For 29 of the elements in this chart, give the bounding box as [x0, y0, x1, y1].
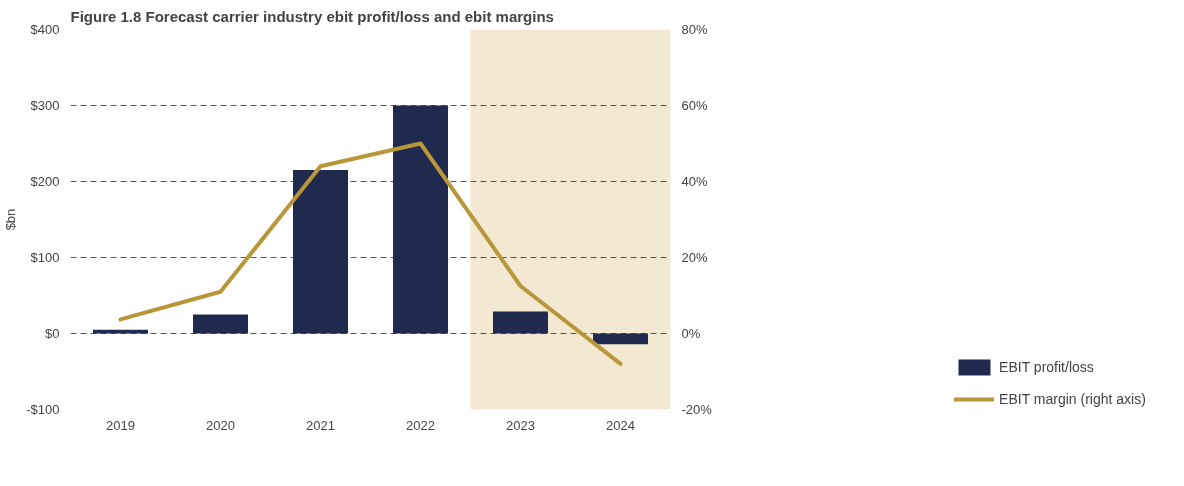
x-tick-label: 2022 [406, 417, 435, 433]
x-tick-label: 2020 [206, 417, 235, 433]
y-tick-label: -$100 [26, 402, 60, 417]
y2-tick-label: 40% [681, 174, 708, 189]
x-tick-label: 2019 [106, 417, 135, 433]
y-tick-label: $0 [45, 326, 60, 341]
y2-tick-label: 20% [681, 250, 708, 265]
chart-title: Figure 1.8 Forecast carrier industry ebit profit/loss and ebit margins [70, 7, 554, 25]
line-series [118, 141, 623, 366]
y2-tick-label: 0% [681, 326, 701, 341]
bar [593, 333, 648, 345]
y-tick-label: $100 [30, 250, 60, 265]
bar [93, 329, 148, 334]
y-tick-label: $300 [30, 98, 60, 113]
bar [493, 311, 548, 334]
legend-label: EBIT margin (right axis) [999, 391, 1146, 407]
x-tick-label: 2021 [306, 417, 335, 433]
bar [193, 314, 248, 334]
bar [293, 170, 348, 334]
bar [393, 105, 448, 334]
y2-tick-label: -20% [681, 402, 713, 417]
y-tick-label: $200 [30, 174, 60, 189]
x-tick-label: 2024 [606, 417, 635, 433]
y-tick-label: $400 [30, 22, 60, 37]
legend-label: EBIT profit/loss [999, 359, 1094, 375]
y-axis-title: $bn [3, 208, 19, 231]
y2-tick-label: 80% [681, 22, 708, 37]
x-tick-label: 2023 [506, 417, 535, 433]
y2-tick-label: 60% [681, 98, 708, 113]
